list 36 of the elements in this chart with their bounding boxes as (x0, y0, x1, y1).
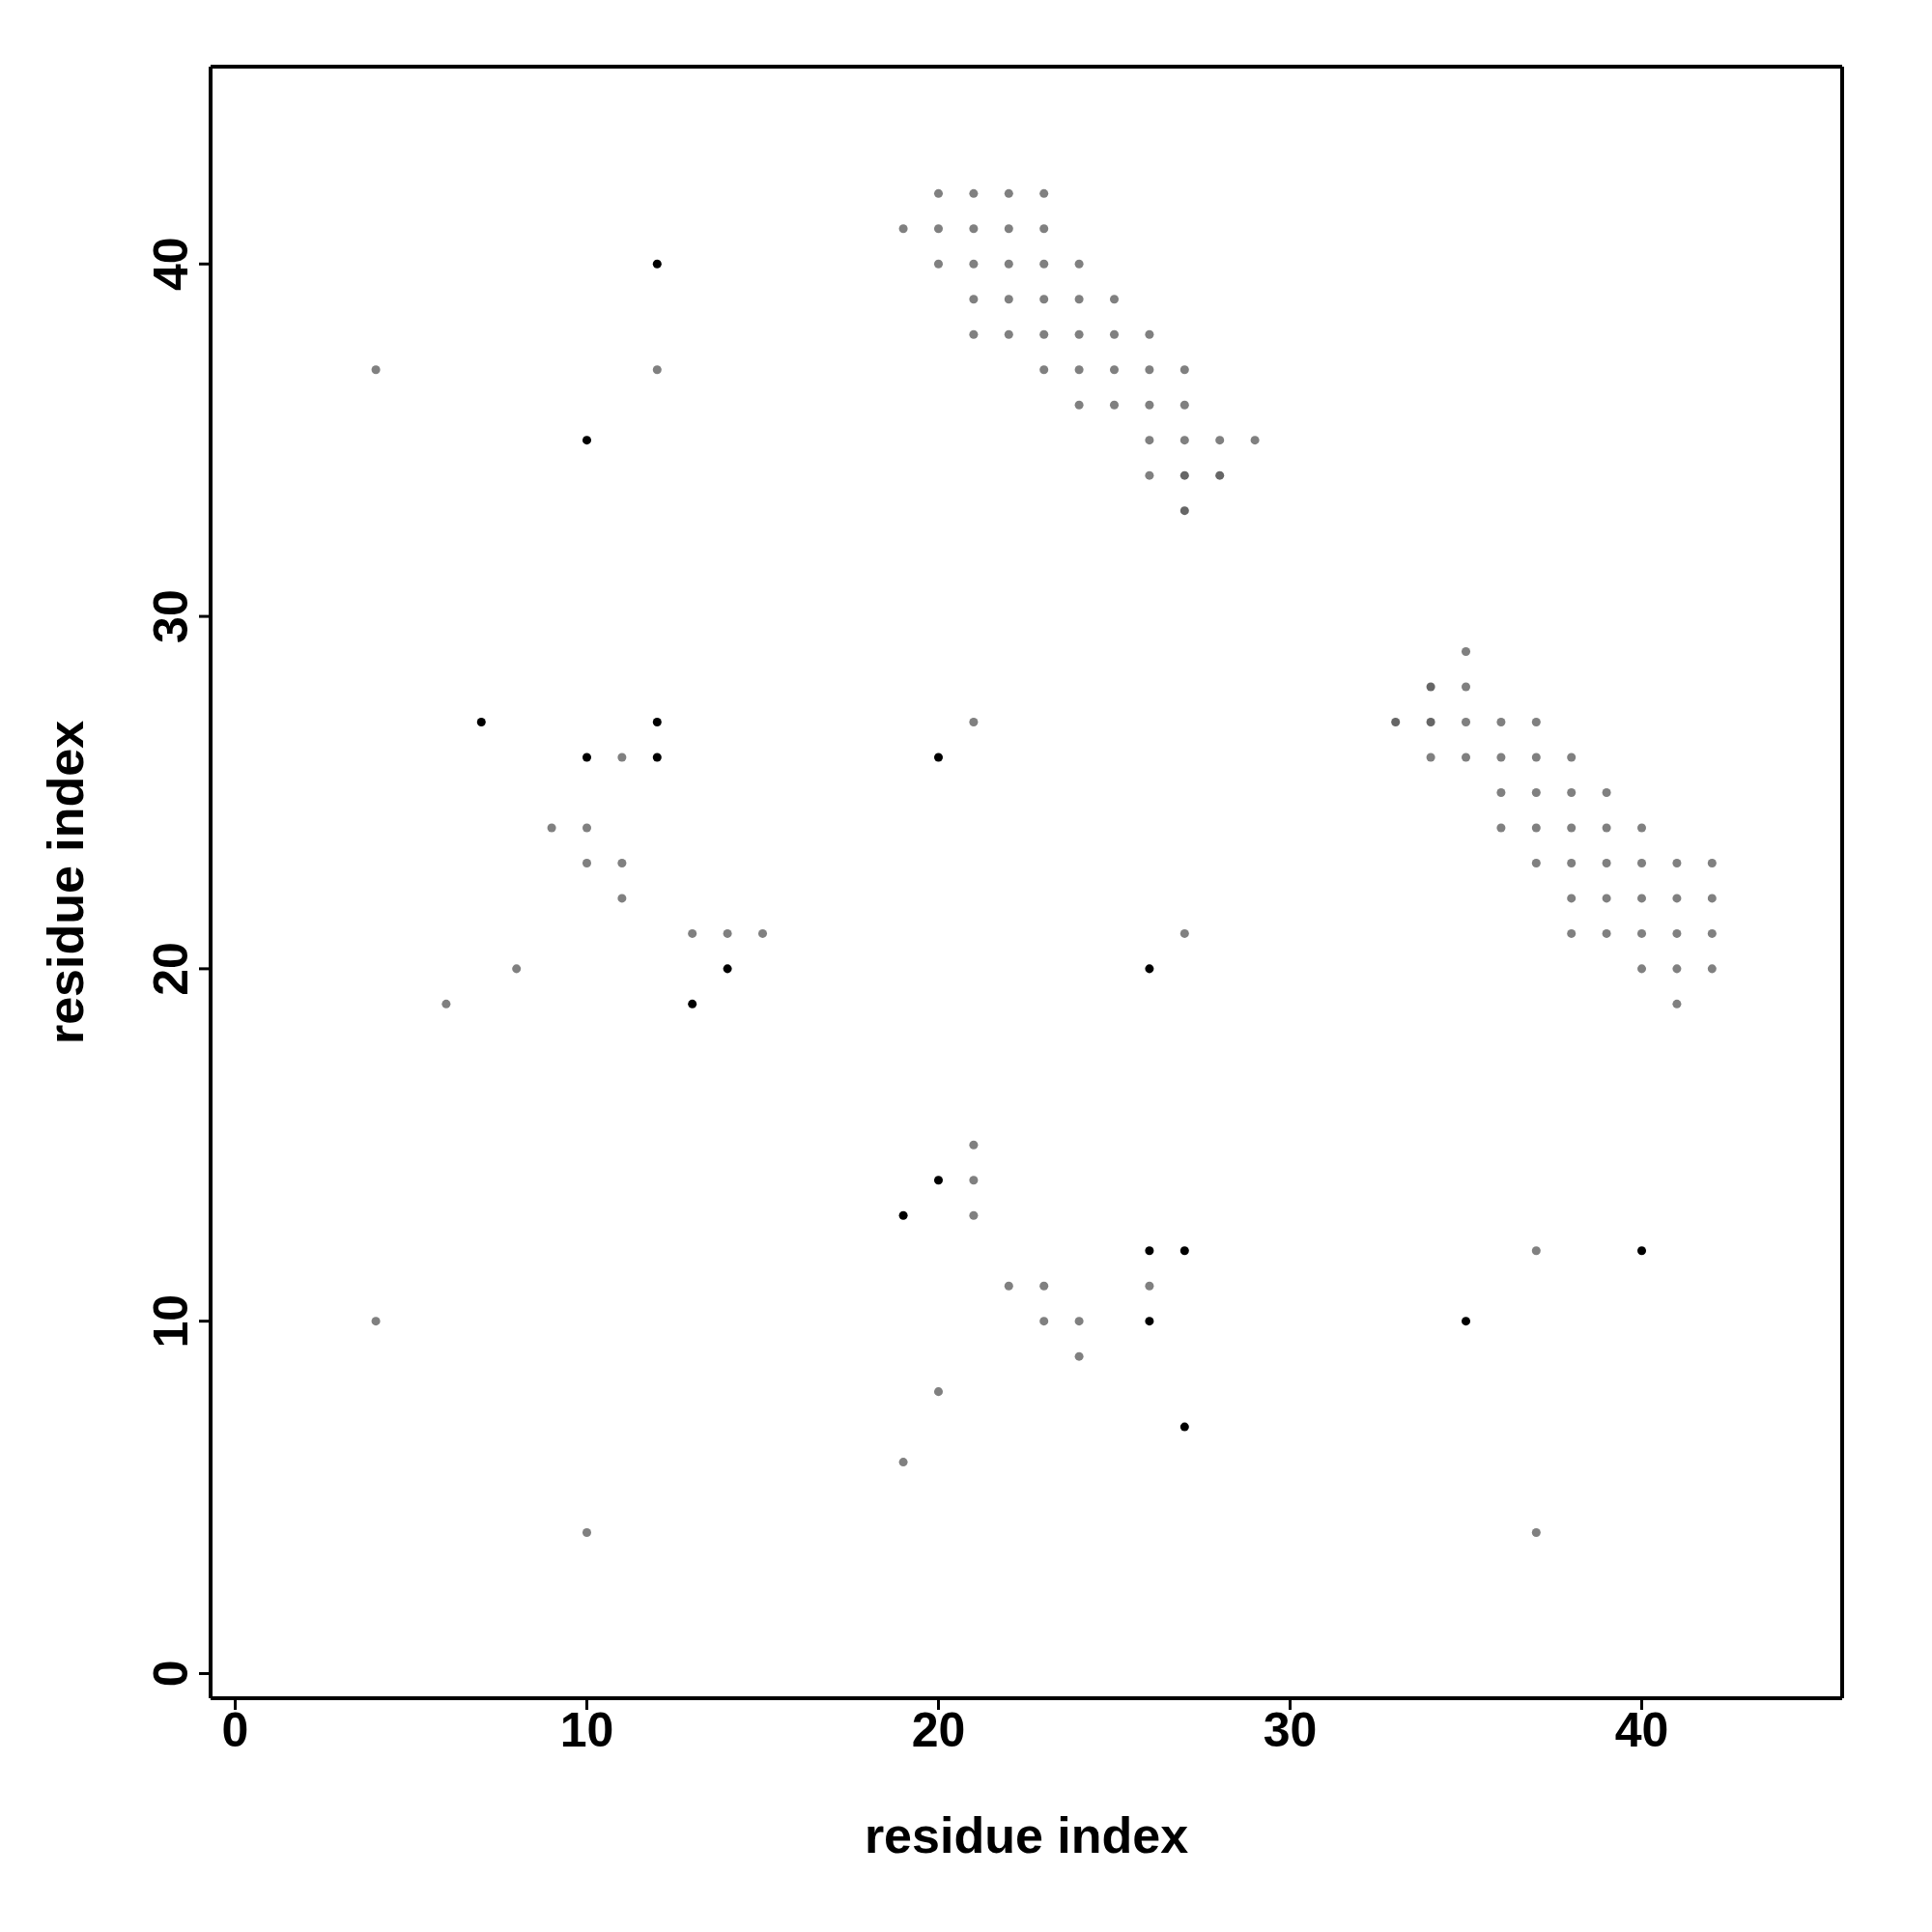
y-tick-label: 10 (144, 1293, 198, 1349)
y-tick-label: 40 (144, 237, 198, 292)
x-tick-label: 40 (1614, 1702, 1669, 1757)
x-tick-label: 30 (1263, 1702, 1318, 1757)
x-tick-label: 20 (911, 1702, 966, 1757)
point (652, 718, 662, 727)
point (582, 436, 591, 445)
y-tick-label: 30 (144, 589, 198, 643)
point (1145, 1246, 1154, 1256)
point (933, 1176, 944, 1185)
point (1145, 1317, 1154, 1326)
point (1179, 470, 1189, 480)
point (1215, 470, 1225, 480)
point (688, 999, 697, 1009)
point (652, 259, 662, 269)
point (1179, 1246, 1189, 1256)
point (898, 1210, 908, 1220)
y-axis-title: residue index (38, 720, 95, 1045)
x-axis-title: residue index (864, 1807, 1189, 1863)
point (1426, 718, 1435, 727)
point (1145, 964, 1154, 974)
y-tick-label: 0 (144, 1660, 198, 1688)
point (1637, 1246, 1647, 1256)
point (1179, 506, 1189, 516)
point (1462, 1317, 1471, 1326)
point (582, 753, 591, 762)
point (476, 718, 486, 727)
point (723, 964, 732, 974)
point (1426, 682, 1435, 692)
point (933, 753, 944, 762)
point (1179, 1422, 1189, 1432)
point (652, 753, 662, 762)
x-tick-label: 10 (559, 1702, 614, 1757)
y-tick-label: 20 (144, 942, 198, 996)
x-tick-label: 0 (221, 1702, 249, 1757)
point (1391, 718, 1401, 727)
